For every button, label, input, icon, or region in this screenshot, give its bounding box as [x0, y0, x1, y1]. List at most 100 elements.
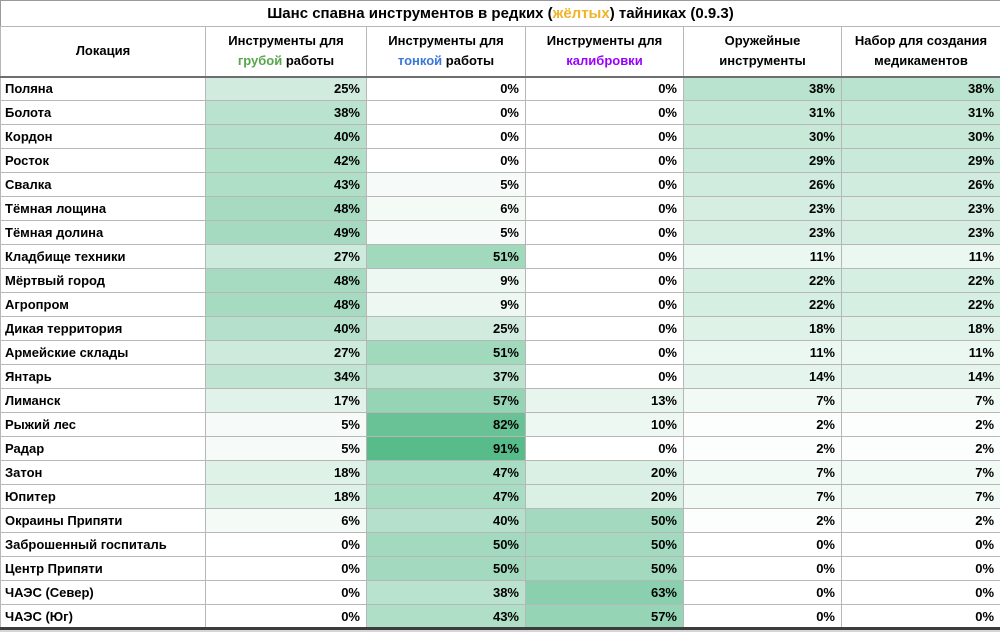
table-row: Тёмная долина 49% 5% 0% 23% 23% [0, 220, 1000, 245]
rough-accent-word: грубой [237, 53, 283, 69]
value-cell: 25% [205, 76, 367, 101]
value-cell: 0% [205, 580, 367, 605]
value-cell: 0% [840, 532, 1000, 557]
value-cell: 29% [683, 148, 842, 173]
location-cell: Свалка [0, 172, 206, 197]
value-cell: 50% [366, 532, 526, 557]
table-row: Рыжий лес 5% 82% 10% 2% 2% [0, 412, 1000, 437]
value-cell: 0% [525, 436, 684, 461]
value-cell: 0% [525, 292, 684, 317]
value-cell: 43% [205, 172, 367, 197]
table-row: ЧАЭС (Север) 0% 38% 63% 0% 0% [0, 580, 1000, 605]
value-cell: 20% [525, 460, 684, 485]
location-cell: Мёртвый город [0, 268, 206, 293]
value-cell: 5% [205, 436, 367, 461]
location-cell: Поляна [0, 76, 206, 101]
value-cell: 38% [683, 76, 842, 101]
value-cell: 57% [525, 604, 684, 629]
col-header-fine-tools: Инструменты для тонкой работы [366, 26, 526, 78]
value-cell: 50% [525, 532, 684, 557]
table-row: Кордон 40% 0% 0% 30% 30% [0, 124, 1000, 149]
value-cell: 29% [840, 148, 1000, 173]
table-row: Дикая территория 40% 25% 0% 18% 18% [0, 316, 1000, 341]
value-cell: 50% [525, 556, 684, 581]
table-row: Болота 38% 0% 0% 31% 31% [0, 100, 1000, 125]
value-cell: 0% [525, 148, 684, 173]
value-cell: 18% [683, 316, 842, 341]
table-row: Агропром 48% 9% 0% 22% 22% [0, 292, 1000, 317]
table-row: Окраины Припяти 6% 40% 50% 2% 2% [0, 508, 1000, 533]
table-row: Затон 18% 47% 20% 7% 7% [0, 460, 1000, 485]
location-cell: Кладбище техники [0, 244, 206, 269]
table-row: Заброшенный госпиталь 0% 50% 50% 0% 0% [0, 532, 1000, 557]
value-cell: 6% [205, 508, 367, 533]
value-cell: 63% [525, 580, 684, 605]
value-cell: 10% [525, 412, 684, 437]
value-cell: 0% [525, 340, 684, 365]
value-cell: 0% [525, 76, 684, 101]
value-cell: 23% [683, 196, 842, 221]
location-cell: Янтарь [0, 364, 206, 389]
value-cell: 11% [683, 340, 842, 365]
value-cell: 27% [205, 244, 367, 269]
col-header-line1: Инструменты для [388, 33, 504, 49]
fine-accent-word: тонкой [397, 53, 443, 69]
col-header-location: Локация [0, 26, 206, 78]
value-cell: 27% [205, 340, 367, 365]
value-cell: 2% [683, 412, 842, 437]
value-cell: 31% [683, 100, 842, 125]
value-cell: 51% [366, 244, 526, 269]
value-cell: 7% [840, 484, 1000, 509]
value-cell: 40% [205, 124, 367, 149]
table-row: Юпитер 18% 47% 20% 7% 7% [0, 484, 1000, 509]
value-cell: 2% [683, 508, 842, 533]
value-cell: 0% [525, 364, 684, 389]
value-cell: 20% [525, 484, 684, 509]
value-cell: 25% [366, 316, 526, 341]
location-cell: Дикая территория [0, 316, 206, 341]
value-cell: 23% [840, 196, 1000, 221]
value-cell: 38% [205, 100, 367, 125]
location-cell: Лиманск [0, 388, 206, 413]
column-header-row: Локация Инструменты для грубой работы Ин… [0, 26, 1000, 78]
table-row: Росток 42% 0% 0% 29% 29% [0, 148, 1000, 173]
value-cell: 2% [840, 508, 1000, 533]
value-cell: 49% [205, 220, 367, 245]
col-header-line1: Инструменты для [546, 33, 663, 49]
location-cell: Рыжий лес [0, 412, 206, 437]
value-cell: 5% [366, 172, 526, 197]
col-header-location-label: Локация [75, 43, 131, 59]
location-cell: Радар [0, 436, 206, 461]
value-cell: 2% [683, 436, 842, 461]
col-header-calibration-tools: Инструменты для калибровки [525, 26, 684, 78]
table-row: Кладбище техники 27% 51% 0% 11% 11% [0, 244, 1000, 269]
value-cell: 23% [683, 220, 842, 245]
table-row: Свалка 43% 5% 0% 26% 26% [0, 172, 1000, 197]
value-cell: 18% [840, 316, 1000, 341]
location-cell: Юпитер [0, 484, 206, 509]
value-cell: 7% [840, 460, 1000, 485]
value-cell: 57% [366, 388, 526, 413]
location-cell: ЧАЭС (Юг) [0, 604, 206, 629]
col-header-line2: тонкой работы [373, 51, 519, 71]
value-cell: 37% [366, 364, 526, 389]
value-cell: 2% [840, 412, 1000, 437]
value-cell: 0% [366, 124, 526, 149]
value-cell: 47% [366, 484, 526, 509]
value-cell: 0% [525, 244, 684, 269]
value-cell: 22% [840, 268, 1000, 293]
location-cell: Затон [0, 460, 206, 485]
value-cell: 0% [205, 532, 367, 557]
location-cell: Тёмная долина [0, 220, 206, 245]
location-cell: Тёмная лощина [0, 196, 206, 221]
col-header-line2: инструменты [719, 53, 806, 69]
table-row: Центр Припяти 0% 50% 50% 0% 0% [0, 556, 1000, 581]
value-cell: 18% [205, 460, 367, 485]
value-cell: 0% [525, 220, 684, 245]
value-cell: 23% [840, 220, 1000, 245]
value-cell: 0% [525, 196, 684, 221]
fine-rest-word: работы [442, 53, 495, 69]
value-cell: 26% [683, 172, 842, 197]
title-row: Шанс спавна инструментов в редких (жёлты… [0, 0, 1000, 27]
